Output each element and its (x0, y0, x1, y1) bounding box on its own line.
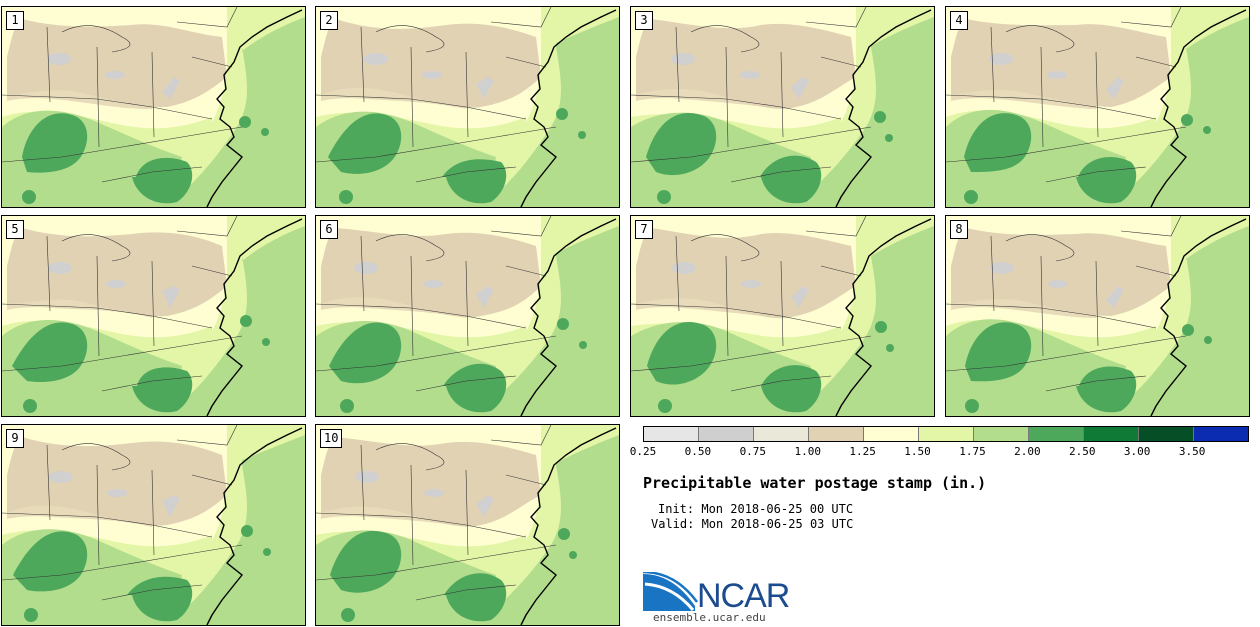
legend-color-bar (643, 426, 1249, 442)
member-number: 1 (6, 11, 24, 30)
legend-tick-label: 1.50 (904, 445, 931, 458)
member-number: 2 (320, 11, 338, 30)
legend-swatch (699, 427, 754, 441)
time-info: Init: Mon 2018-06-25 00 UTC Valid: Mon 2… (651, 502, 853, 532)
legend-swatch (754, 427, 809, 441)
legend-swatch (1029, 427, 1084, 441)
postage-stamp-panel: 3 (630, 6, 935, 208)
postage-stamp-panel: 1 (1, 6, 306, 208)
legend-tick-label: 2.00 (1014, 445, 1041, 458)
legend-swatch (1084, 427, 1139, 441)
legend-swatch (919, 427, 974, 441)
member-number: 8 (950, 220, 968, 239)
postage-stamp-panel: 6 (315, 215, 620, 417)
logo-name: NCAR (697, 577, 790, 615)
member-number: 3 (635, 11, 653, 30)
legend-swatch (1139, 427, 1194, 441)
legend-tick-labels: 0.25 0.50 0.75 1.00 1.25 1.50 1.75 2.00 2.50 3.00… (630, 442, 1260, 458)
chart-title: Precipitable water postage stamp (in.) (643, 474, 987, 492)
legend-tick-label: 0.25 (629, 445, 657, 458)
valid-time: Valid: Mon 2018-06-25 03 UTC (651, 517, 854, 531)
legend-tick-label: 2.50 (1069, 445, 1096, 458)
postage-stamp-panel: 5 (1, 215, 306, 417)
init-time: Init: Mon 2018-06-25 00 UTC (658, 502, 854, 516)
postage-stamp-panel: 2 (315, 6, 620, 208)
postage-stamp-panel: 4 (945, 6, 1250, 208)
legend-tick-label: 0.75 (739, 445, 767, 458)
legend-tick-label: 3.00 (1123, 445, 1151, 458)
color-legend: 0.25 0.50 0.75 1.00 1.25 1.50 1.75 2.00 2.50 3.00… (630, 426, 1260, 458)
legend-swatch (974, 427, 1029, 441)
logo-url: ensemble.ucar.edu (653, 611, 766, 624)
postage-stamp-panel: 10 (315, 424, 620, 626)
member-number: 5 (6, 220, 24, 239)
legend-tick-label: 1.00 (794, 445, 821, 458)
ncar-logo-icon (643, 572, 699, 611)
legend-tick-label: 1.25 (849, 445, 876, 458)
legend-swatch (864, 427, 919, 441)
member-number: 4 (950, 11, 968, 30)
legend-swatch (644, 427, 699, 441)
member-number: 6 (320, 220, 338, 239)
legend-swatch (809, 427, 864, 441)
member-number: 10 (320, 429, 343, 448)
postage-stamp-panel: 8 (945, 215, 1250, 417)
postage-stamp-panel: 7 (630, 215, 935, 417)
member-number: 9 (6, 429, 24, 448)
member-number: 7 (635, 220, 653, 239)
postage-stamp-panel: 9 (1, 424, 306, 626)
legend-tick-label: 1.75 (959, 445, 986, 458)
legend-tick-label: 0.50 (684, 445, 712, 458)
legend-tick-label: 3.50 (1178, 445, 1206, 458)
legend-swatch (1194, 427, 1248, 441)
